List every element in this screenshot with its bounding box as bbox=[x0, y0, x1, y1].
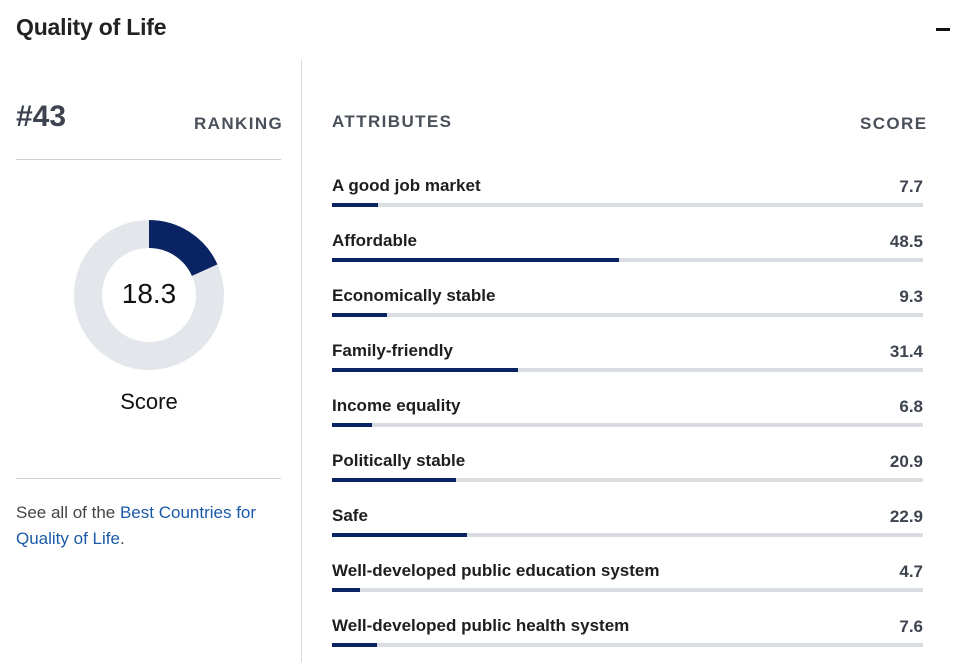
see-all-note: See all of the Best Countries for Qualit… bbox=[16, 500, 286, 552]
donut-fill bbox=[74, 220, 224, 370]
attribute-score: 4.7 bbox=[899, 562, 923, 581]
column-divider bbox=[301, 59, 302, 662]
section-title: Quality of Life bbox=[16, 14, 167, 40]
ranking-label: RANKING bbox=[194, 114, 284, 133]
attribute-name: Well-developed public education system bbox=[332, 561, 660, 580]
attribute-row: A good job market 7.7 bbox=[332, 175, 923, 230]
attribute-score: 7.6 bbox=[899, 617, 923, 636]
attribute-row: Safe 22.9 bbox=[332, 505, 923, 560]
attribute-name: Politically stable bbox=[332, 451, 466, 470]
score-bar-track bbox=[332, 368, 923, 372]
attribute-row: Politically stable 20.9 bbox=[332, 450, 923, 505]
score-header: SCORE bbox=[860, 114, 928, 133]
attribute-name: Economically stable bbox=[332, 286, 496, 305]
divider bbox=[16, 478, 281, 479]
attribute-row: Family-friendly 31.4 bbox=[332, 340, 923, 395]
attribute-row: Well-developed public health system 7.6 bbox=[332, 615, 923, 670]
attribute-name: Affordable bbox=[332, 231, 417, 250]
attribute-score: 22.9 bbox=[889, 507, 923, 526]
score-bar-track bbox=[332, 643, 923, 647]
attribute-score: 20.9 bbox=[889, 452, 923, 471]
score-bar-track bbox=[332, 203, 923, 207]
attribute-name: Well-developed public health system bbox=[332, 616, 630, 635]
collapse-button[interactable] bbox=[934, 20, 952, 38]
attribute-list: A good job market 7.7 Affordable 48.5 Econom… bbox=[332, 175, 923, 670]
score-bar-fill bbox=[332, 588, 360, 592]
score-label: Score bbox=[120, 389, 178, 414]
attribute-score: 9.3 bbox=[899, 287, 923, 306]
attribute-row: Income equality 6.8 bbox=[332, 395, 923, 450]
note-suffix: . bbox=[119, 529, 125, 548]
attribute-score: 6.8 bbox=[899, 397, 923, 416]
attribute-name: Safe bbox=[332, 506, 368, 525]
minus-icon bbox=[936, 28, 950, 31]
attribute-row: Economically stable 9.3 bbox=[332, 285, 923, 340]
score-bar-track bbox=[332, 258, 923, 262]
score-value: 18.3 bbox=[121, 278, 177, 309]
score-bar-fill bbox=[332, 368, 518, 372]
score-bar-fill bbox=[332, 203, 378, 207]
score-bar-fill bbox=[332, 258, 619, 262]
score-bar-track bbox=[332, 313, 923, 317]
attribute-row: Well-developed public education system 4.… bbox=[332, 560, 923, 615]
score-bar-track bbox=[332, 588, 923, 592]
rank-number: #43 bbox=[16, 100, 67, 133]
attribute-score: 48.5 bbox=[889, 232, 923, 251]
divider bbox=[16, 159, 281, 160]
attribute-row: Affordable 48.5 bbox=[332, 230, 923, 285]
score-donut-chart bbox=[74, 220, 224, 370]
score-bar-fill bbox=[332, 313, 387, 317]
attribute-name: Family-friendly bbox=[332, 341, 453, 360]
score-bar-track bbox=[332, 478, 923, 482]
score-bar-track bbox=[332, 533, 923, 537]
score-bar-track bbox=[332, 423, 923, 427]
attribute-name: Income equality bbox=[332, 396, 461, 415]
score-bar-fill bbox=[332, 643, 377, 647]
attribute-name: A good job market bbox=[332, 176, 481, 195]
score-bar-fill bbox=[332, 533, 468, 537]
score-bar-fill bbox=[332, 423, 373, 427]
attribute-score: 7.7 bbox=[899, 177, 923, 196]
note-text: See all of the bbox=[16, 503, 120, 522]
best-countries-link[interactable]: Best Countries for Quality of Life bbox=[16, 503, 257, 548]
attributes-header: ATTRIBUTES bbox=[332, 112, 453, 131]
attribute-score: 31.4 bbox=[889, 342, 923, 361]
score-bar-fill bbox=[332, 478, 456, 482]
